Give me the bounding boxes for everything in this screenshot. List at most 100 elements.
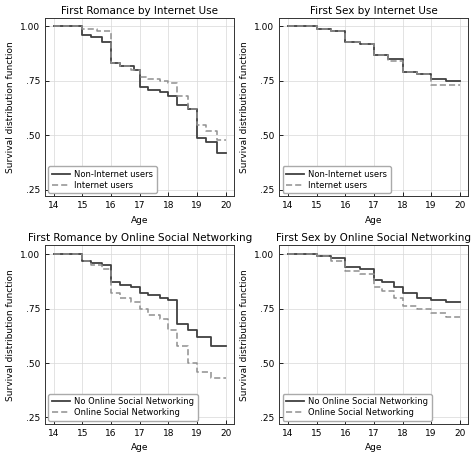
- Non-Internet users: [185, 102, 191, 108]
- No Online Social Networking: [117, 280, 122, 285]
- Online Social Networking: [443, 315, 448, 320]
- Non-Internet users: [108, 39, 114, 44]
- Non-Internet users: [185, 107, 191, 112]
- Non-Internet users: [428, 76, 434, 82]
- Line: Non-Internet users: Non-Internet users: [288, 27, 460, 81]
- Non-Internet users: [357, 39, 363, 44]
- Non-Internet users: [314, 26, 319, 31]
- Online Social Networking: [209, 369, 214, 375]
- Non-Internet users: [137, 85, 143, 90]
- Non-Internet users: [414, 71, 419, 77]
- Non-Internet users: [223, 150, 228, 156]
- X-axis label: Age: Age: [365, 216, 383, 225]
- Internet users: [357, 39, 363, 44]
- Non-Internet users: [131, 67, 137, 73]
- No Online Social Networking: [80, 258, 85, 263]
- No Online Social Networking: [146, 293, 151, 298]
- Internet users: [214, 128, 220, 134]
- Internet users: [428, 71, 434, 77]
- Non-Internet users: [194, 107, 200, 112]
- Internet users: [137, 67, 143, 73]
- Non-Internet users: [88, 33, 94, 38]
- No Online Social Networking: [428, 297, 434, 303]
- Online Social Networking: [194, 360, 200, 366]
- Online Social Networking: [108, 290, 114, 296]
- Online Social Networking: [174, 327, 180, 333]
- Internet users: [342, 28, 348, 33]
- Online Social Networking: [137, 306, 143, 311]
- Online Social Networking: [314, 253, 319, 259]
- Non-Internet users: [174, 93, 180, 99]
- Online Social Networking: [391, 289, 397, 294]
- Online Social Networking: [128, 295, 134, 300]
- Online Social Networking: [428, 310, 434, 316]
- No Online Social Networking: [223, 343, 228, 349]
- No Online Social Networking: [342, 264, 348, 270]
- Online Social Networking: [400, 304, 405, 309]
- Non-Internet users: [214, 150, 220, 156]
- No Online Social Networking: [108, 262, 114, 267]
- Online Social Networking: [165, 327, 171, 333]
- Online Social Networking: [380, 284, 385, 289]
- Non-Internet users: [342, 39, 348, 44]
- No Online Social Networking: [443, 297, 448, 303]
- Online Social Networking: [80, 251, 85, 257]
- Y-axis label: Survival distribution function: Survival distribution function: [6, 41, 15, 173]
- Online Social Networking: [391, 295, 397, 300]
- Online Social Networking: [185, 343, 191, 349]
- No Online Social Networking: [194, 327, 200, 333]
- Online Social Networking: [137, 299, 143, 305]
- Y-axis label: Survival distribution function: Survival distribution function: [240, 41, 249, 173]
- Internet users: [157, 76, 163, 82]
- Non-Internet users: [203, 135, 209, 140]
- No Online Social Networking: [88, 258, 94, 263]
- Internet users: [223, 137, 228, 142]
- Internet users: [108, 61, 114, 66]
- Internet users: [94, 28, 100, 33]
- Online Social Networking: [428, 306, 434, 311]
- Non-Internet users: [100, 39, 105, 44]
- No Online Social Networking: [146, 290, 151, 296]
- No Online Social Networking: [314, 253, 319, 259]
- No Online Social Networking: [165, 297, 171, 303]
- Online Social Networking: [414, 304, 419, 309]
- No Online Social Networking: [185, 321, 191, 327]
- Non-Internet users: [100, 35, 105, 40]
- Online Social Networking: [457, 315, 463, 320]
- No Online Social Networking: [400, 284, 405, 289]
- Non-Internet users: [146, 87, 151, 93]
- No Online Social Networking: [209, 334, 214, 340]
- Online Social Networking: [146, 306, 151, 311]
- Internet users: [203, 128, 209, 134]
- Online Social Networking: [88, 262, 94, 267]
- Internet users: [174, 93, 180, 99]
- Online Social Networking: [443, 310, 448, 316]
- Non-Internet users: [146, 85, 151, 90]
- No Online Social Networking: [328, 256, 334, 261]
- Internet users: [174, 80, 180, 86]
- Online Social Networking: [314, 251, 319, 257]
- No Online Social Networking: [174, 297, 180, 303]
- No Online Social Networking: [357, 267, 363, 272]
- Internet users: [165, 78, 171, 84]
- Non-Internet users: [314, 24, 319, 29]
- Internet users: [117, 61, 122, 66]
- Online Social Networking: [117, 295, 122, 300]
- Online Social Networking: [328, 258, 334, 263]
- Legend: No Online Social Networking, Online Social Networking: No Online Social Networking, Online Soci…: [48, 394, 198, 421]
- Internet users: [371, 41, 377, 47]
- Non-Internet users: [428, 71, 434, 77]
- Online Social Networking: [157, 312, 163, 318]
- Online Social Networking: [80, 258, 85, 263]
- Online Social Networking: [400, 295, 405, 300]
- No Online Social Networking: [209, 343, 214, 349]
- Title: First Romance by Internet Use: First Romance by Internet Use: [61, 5, 218, 16]
- Non-Internet users: [400, 56, 405, 62]
- Internet users: [400, 59, 405, 64]
- X-axis label: Age: Age: [365, 443, 383, 453]
- Online Social Networking: [223, 376, 228, 381]
- No Online Social Networking: [371, 278, 377, 283]
- Online Social Networking: [117, 290, 122, 296]
- Online Social Networking: [371, 284, 377, 289]
- No Online Social Networking: [380, 280, 385, 285]
